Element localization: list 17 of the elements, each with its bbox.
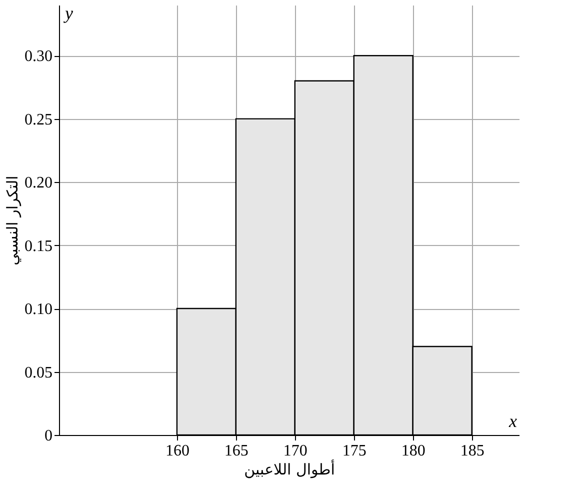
x-tick-label: 185	[460, 442, 484, 460]
y-axis-title: التكرار النسبي	[4, 176, 22, 266]
x-tick-label: 170	[283, 442, 308, 460]
y-tick-label: 0.30	[24, 48, 52, 66]
y-tick-label: 0.25	[24, 111, 52, 128]
x-tick-label: 165	[224, 442, 248, 460]
y-tick-label: 0.20	[24, 174, 52, 192]
y-tick-label: 0.15	[24, 238, 52, 255]
x-tick-label: 180	[401, 442, 426, 460]
x-axis-title: أطوال اللاعبين	[244, 460, 335, 478]
y-tick-label: 0.10	[24, 301, 52, 318]
annotation: y	[63, 3, 73, 23]
x-tick-label: 160	[165, 442, 190, 460]
y-tick-label: 0	[44, 428, 52, 444]
annotation: x	[508, 411, 517, 431]
x-tick-label: 175	[342, 442, 366, 460]
y-tick-label: 0.05	[24, 364, 52, 382]
